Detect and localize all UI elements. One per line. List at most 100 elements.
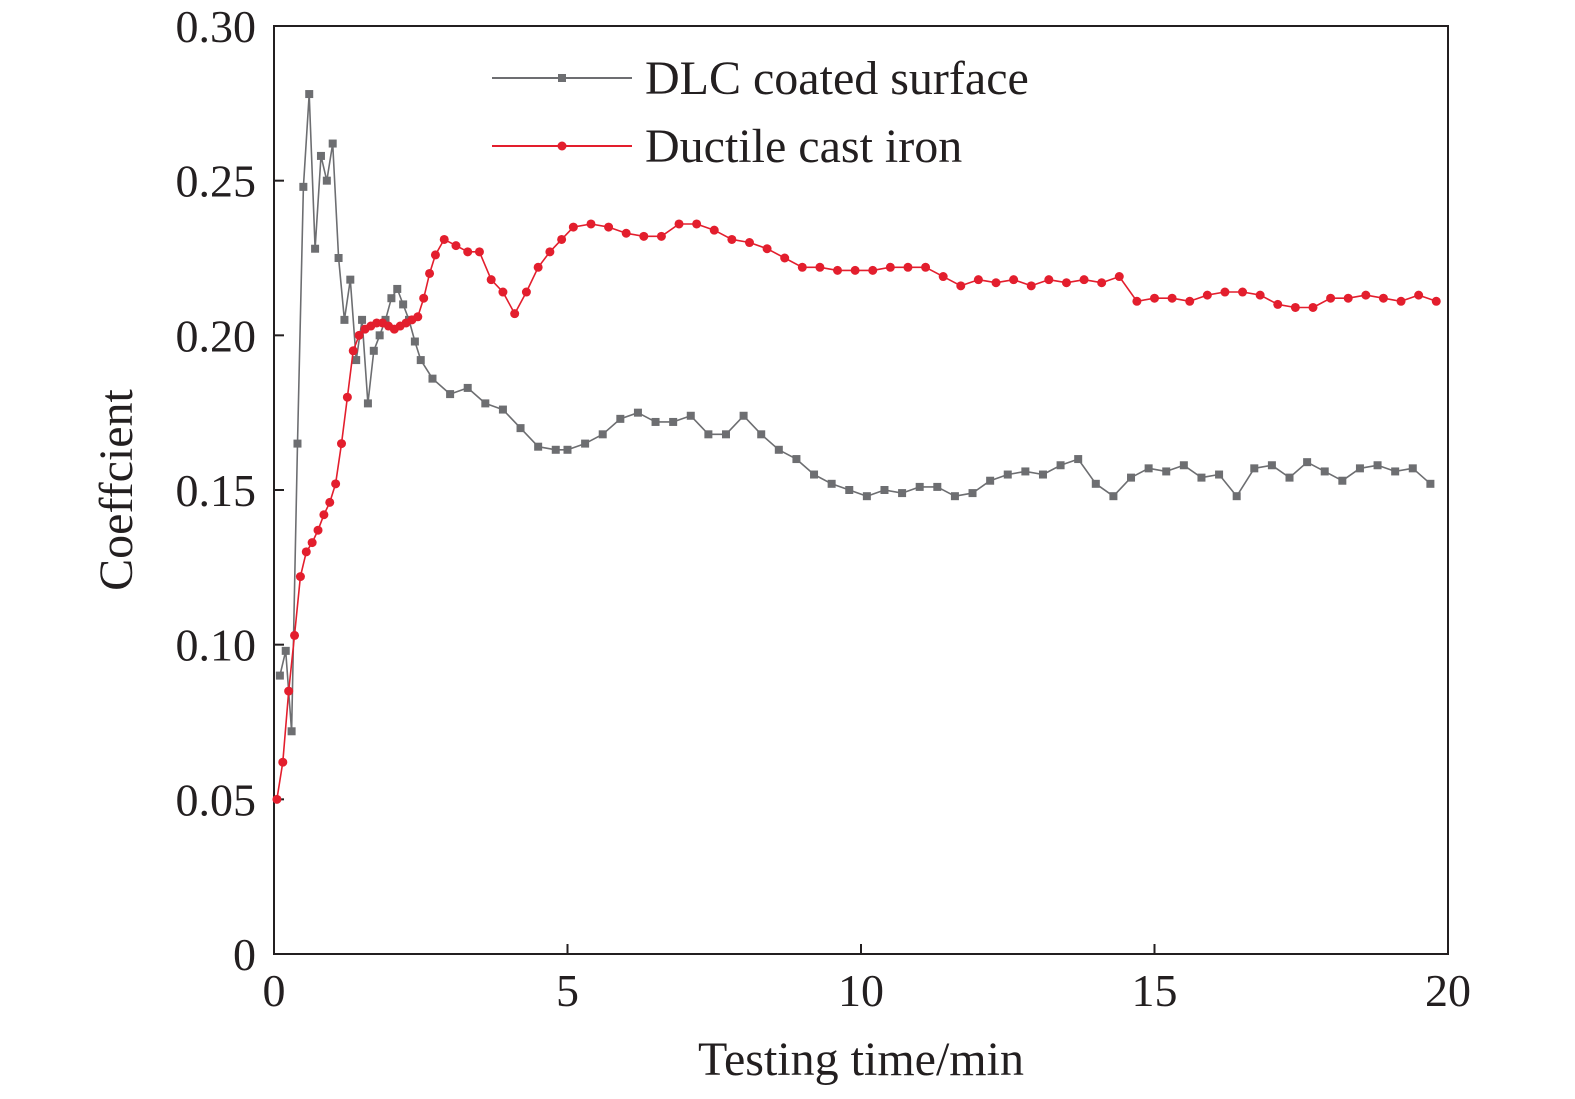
data-point bbox=[598, 430, 607, 439]
x-axis-title: Testing time/min bbox=[698, 1033, 1024, 1086]
x-tick-label: 0 bbox=[263, 965, 286, 1016]
data-point bbox=[481, 399, 490, 408]
data-point bbox=[938, 272, 948, 282]
data-point bbox=[1255, 290, 1265, 300]
data-point bbox=[1431, 296, 1441, 306]
data-point bbox=[950, 492, 959, 501]
data-point bbox=[375, 331, 384, 340]
data-point bbox=[862, 492, 871, 501]
data-point bbox=[1197, 473, 1206, 482]
data-point bbox=[342, 392, 352, 402]
data-point bbox=[1232, 492, 1241, 501]
data-point bbox=[486, 275, 496, 285]
data-point bbox=[568, 222, 578, 232]
data-point bbox=[1185, 296, 1195, 306]
data-point bbox=[868, 265, 878, 275]
data-point bbox=[686, 411, 695, 420]
data-point bbox=[369, 346, 378, 355]
data-point bbox=[827, 479, 836, 488]
data-point bbox=[354, 330, 364, 340]
data-point bbox=[1056, 461, 1065, 470]
data-point bbox=[1167, 293, 1177, 303]
data-point bbox=[986, 476, 995, 485]
series-0 bbox=[275, 90, 1435, 736]
data-point bbox=[1044, 275, 1054, 285]
series-1 bbox=[272, 219, 1441, 804]
data-point bbox=[721, 430, 730, 439]
data-point bbox=[393, 284, 402, 293]
data-point bbox=[521, 287, 531, 297]
data-point bbox=[278, 757, 288, 767]
data-point bbox=[792, 455, 801, 464]
data-point bbox=[534, 442, 543, 451]
series-line bbox=[276, 223, 1437, 800]
data-point bbox=[704, 430, 713, 439]
data-point bbox=[1285, 473, 1294, 482]
data-point bbox=[305, 90, 314, 99]
data-point bbox=[1127, 473, 1136, 482]
data-point bbox=[331, 479, 341, 489]
data-point bbox=[1202, 290, 1212, 300]
data-point bbox=[498, 405, 507, 414]
data-point bbox=[833, 265, 843, 275]
data-point bbox=[352, 356, 361, 365]
data-point bbox=[1303, 458, 1312, 467]
data-point bbox=[419, 293, 429, 303]
data-point bbox=[1378, 293, 1388, 303]
data-point bbox=[340, 315, 349, 324]
data-point bbox=[311, 244, 320, 253]
data-point bbox=[413, 312, 423, 322]
data-point bbox=[850, 265, 860, 275]
data-point bbox=[1061, 278, 1071, 288]
data-point bbox=[425, 268, 435, 278]
data-point bbox=[744, 238, 754, 248]
data-point bbox=[510, 309, 520, 319]
data-point bbox=[1238, 287, 1248, 297]
y-axis-title: Coeffcient bbox=[90, 388, 143, 590]
data-point bbox=[968, 489, 977, 498]
data-point bbox=[399, 300, 408, 309]
data-point bbox=[1220, 287, 1230, 297]
x-axis: 0 5 10 15 20 bbox=[263, 944, 1471, 1016]
data-point bbox=[621, 228, 631, 238]
data-point bbox=[272, 794, 282, 804]
data-point bbox=[604, 222, 614, 232]
data-point bbox=[810, 470, 819, 479]
data-point bbox=[275, 671, 284, 680]
data-point bbox=[498, 287, 508, 297]
data-point bbox=[956, 281, 966, 291]
data-point bbox=[616, 414, 625, 423]
x-tick-label: 10 bbox=[838, 965, 884, 1016]
data-point bbox=[410, 337, 419, 346]
data-point bbox=[1308, 302, 1318, 312]
data-point bbox=[1338, 476, 1347, 485]
data-point bbox=[1144, 464, 1153, 473]
data-point bbox=[1097, 278, 1107, 288]
data-point bbox=[1132, 296, 1142, 306]
series-layer bbox=[272, 90, 1441, 804]
data-point bbox=[295, 572, 305, 582]
data-point bbox=[669, 417, 678, 426]
data-point bbox=[991, 278, 1001, 288]
data-point bbox=[551, 445, 560, 454]
series-line bbox=[279, 93, 1431, 733]
data-point bbox=[545, 247, 555, 257]
data-point bbox=[451, 241, 461, 251]
data-point bbox=[692, 219, 702, 229]
data-point bbox=[307, 538, 317, 548]
x-tick-label: 5 bbox=[556, 965, 579, 1016]
data-point bbox=[348, 346, 358, 356]
data-point bbox=[1290, 302, 1300, 312]
data-point bbox=[709, 225, 719, 235]
data-point bbox=[739, 411, 748, 420]
data-point bbox=[313, 525, 323, 535]
data-point bbox=[973, 275, 983, 285]
data-point bbox=[1003, 470, 1012, 479]
data-point bbox=[328, 139, 337, 148]
data-point bbox=[651, 417, 660, 426]
data-point bbox=[439, 234, 449, 244]
data-point bbox=[898, 489, 907, 498]
data-point bbox=[797, 262, 807, 272]
data-point bbox=[1414, 290, 1424, 300]
